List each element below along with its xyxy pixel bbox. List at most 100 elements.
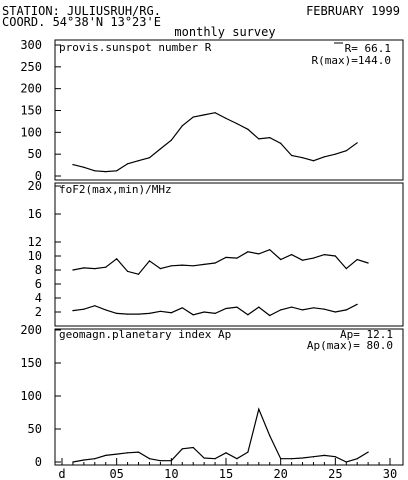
fof2-y-tick-label: 16 [28, 207, 42, 221]
fof2-data-point [170, 265, 172, 267]
ap-data-point [225, 452, 227, 454]
ap-data-point [269, 435, 271, 437]
fof2-data-point [214, 312, 216, 314]
fof2-data-point [137, 273, 140, 275]
ap-data-point [367, 451, 369, 453]
sunspot-data-point [269, 136, 271, 139]
fof2-data-point [159, 310, 161, 312]
sunspot-data-point [356, 142, 358, 144]
sunspot-mean: R= 66.1 [345, 42, 391, 55]
sunspot-data-point [301, 157, 304, 159]
fof2-data-point [192, 265, 194, 267]
fof2-data-point [94, 305, 96, 307]
ap-title: geomagn.planetary index Ap [59, 328, 231, 341]
sunspot-data-point [94, 170, 96, 172]
x-tick-label: 10 [164, 467, 178, 480]
ap-data-point [148, 458, 151, 460]
fof2-data-point [181, 307, 183, 309]
fof2-frame [54, 182, 404, 327]
fof2-data-point [203, 263, 205, 265]
fof2-data-point [301, 259, 304, 261]
sunspot-title: provis.sunspot number R [59, 41, 212, 54]
fof2-data-point [181, 264, 183, 266]
ap-data-point [301, 457, 304, 459]
sunspot-data-point [137, 160, 140, 162]
fof2-data-point [323, 308, 325, 310]
fof2-y-tick-label: 20 [28, 179, 42, 193]
fof2-data-point [258, 306, 260, 308]
fof2-y-tick-label: 12 [28, 235, 42, 249]
fof2-data-point [247, 314, 249, 316]
x-tick-label: 20 [273, 467, 287, 480]
fof2-y-tick-label: 8 [35, 263, 42, 277]
fof2-data-point [148, 312, 151, 314]
sunspot-data-point [236, 123, 238, 125]
ap-data-point [83, 459, 85, 461]
ap-data-point [356, 458, 358, 460]
sunspot-data-point [280, 142, 282, 144]
fof2-data-point [291, 254, 293, 256]
sunspot-data-point [72, 164, 74, 166]
fof2-y-tick-label: 4 [35, 291, 42, 305]
ap-data-point [312, 456, 315, 458]
fof2-data-point [356, 258, 358, 261]
fof2-data-point [83, 308, 85, 310]
sunspot-data-point [258, 138, 260, 140]
sunspot-data-point [181, 125, 183, 127]
survey-month: FEBRUARY 1999 [306, 4, 400, 18]
sunspot-data-point [127, 163, 129, 165]
fof2-data-point [214, 262, 216, 264]
fof2-y-tick-label: 10 [28, 249, 42, 263]
ap-data-point [258, 408, 260, 410]
fof2-data-point [334, 255, 336, 257]
sunspot-data-point [203, 114, 205, 116]
fof2-data-point [127, 313, 129, 315]
x-tick-label: d [58, 467, 65, 480]
fof2-data-point [312, 307, 315, 309]
x-tick-label: 15 [219, 467, 233, 480]
sunspot-data-point [312, 160, 315, 162]
fof2-data-point [170, 312, 172, 314]
sunspot-data-point [148, 157, 151, 159]
station-name: STATION: JULIUSRUH/RG. [2, 4, 161, 18]
ap-data-point [323, 454, 325, 456]
ap-data-point [214, 458, 216, 460]
x-tick-label: 30 [383, 467, 397, 480]
ap-max: Ap(max)= 80.0 [307, 339, 393, 352]
fof2-data-point [323, 254, 325, 256]
survey-type: monthly survey [174, 25, 275, 39]
fof2-data-point [367, 262, 369, 264]
sunspot-panel: provis.sunspot number R R= 66.1 R(max)=1… [20, 38, 404, 183]
ap-data-point [137, 451, 140, 453]
fof2-data-point [137, 313, 140, 315]
fof2-data-point [258, 253, 260, 255]
fof2-data-point [83, 267, 85, 269]
fof2-data-point [116, 258, 118, 260]
fof2-data-point [127, 270, 129, 272]
fof2-data-point [269, 314, 271, 317]
fof2-data-point [148, 260, 151, 262]
fof2-title: foF2(max,min)/MHz [59, 183, 172, 196]
fof2-data-point [345, 309, 347, 311]
ap-data-point [291, 458, 293, 460]
fof2-data-point [280, 309, 282, 311]
ap-frame [54, 328, 404, 466]
fof2-data-point [301, 309, 304, 311]
fof2-data-point [225, 307, 227, 310]
sunspot-data-point [291, 154, 293, 157]
sunspot-data-point [170, 139, 172, 141]
ap-data-point [127, 452, 129, 454]
ap-y-tick-label: 100 [20, 389, 42, 403]
fof2-data-point [356, 303, 358, 305]
ap-data-point [181, 448, 183, 450]
sunspot-data-point [159, 148, 161, 150]
x-tick-label: 05 [109, 467, 123, 480]
fof2-data-point [334, 311, 336, 313]
sunspot-y-tick-label: 0 [35, 169, 42, 183]
fof2-data-point [159, 268, 161, 270]
ap-data-point [203, 457, 205, 459]
ap-data-point [247, 451, 249, 453]
fof2-data-point [345, 268, 347, 270]
